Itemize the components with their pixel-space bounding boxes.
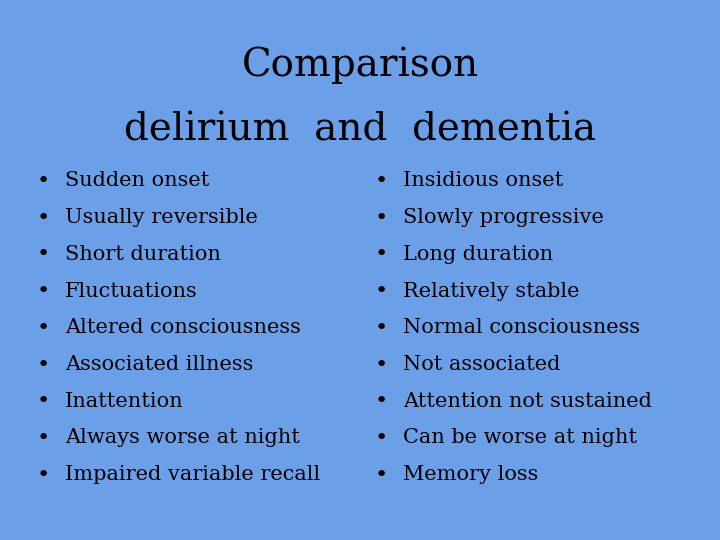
Text: Usually reversible: Usually reversible <box>65 208 258 227</box>
Text: Slowly progressive: Slowly progressive <box>403 208 604 227</box>
Text: Insidious onset: Insidious onset <box>403 171 564 191</box>
Text: Sudden onset: Sudden onset <box>65 171 210 191</box>
Text: •: • <box>37 354 50 375</box>
Text: •: • <box>37 318 50 338</box>
Text: •: • <box>375 428 388 448</box>
Text: •: • <box>375 354 388 375</box>
Text: •: • <box>37 464 50 485</box>
Text: Normal consciousness: Normal consciousness <box>403 318 640 338</box>
Text: Can be worse at night: Can be worse at night <box>403 428 637 448</box>
Text: •: • <box>37 207 50 228</box>
Text: •: • <box>37 244 50 265</box>
Text: Inattention: Inattention <box>65 392 184 411</box>
Text: •: • <box>375 318 388 338</box>
Text: Altered consciousness: Altered consciousness <box>65 318 301 338</box>
Text: •: • <box>37 171 50 191</box>
Text: •: • <box>375 464 388 485</box>
Text: •: • <box>375 244 388 265</box>
Text: Not associated: Not associated <box>403 355 561 374</box>
Text: Always worse at night: Always worse at night <box>65 428 300 448</box>
Text: Fluctuations: Fluctuations <box>65 281 197 301</box>
Text: Comparison: Comparison <box>241 46 479 84</box>
Text: •: • <box>37 391 50 411</box>
Text: Long duration: Long duration <box>403 245 554 264</box>
Text: delirium  and  dementia: delirium and dementia <box>124 111 596 148</box>
Text: Short duration: Short duration <box>65 245 220 264</box>
Text: Impaired variable recall: Impaired variable recall <box>65 465 320 484</box>
Text: •: • <box>37 281 50 301</box>
Text: Associated illness: Associated illness <box>65 355 253 374</box>
Text: •: • <box>375 391 388 411</box>
Text: •: • <box>37 428 50 448</box>
Text: Attention not sustained: Attention not sustained <box>403 392 652 411</box>
Text: •: • <box>375 207 388 228</box>
Text: •: • <box>375 281 388 301</box>
Text: Memory loss: Memory loss <box>403 465 539 484</box>
Text: •: • <box>375 171 388 191</box>
Text: Relatively stable: Relatively stable <box>403 281 580 301</box>
